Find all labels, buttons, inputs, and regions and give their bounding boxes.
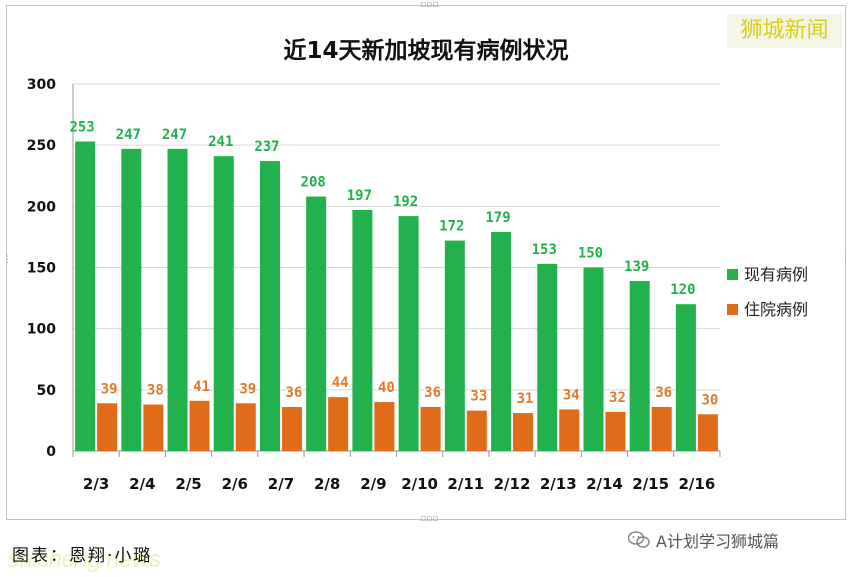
- x-tick-label: 2/10: [401, 475, 438, 493]
- data-label: 150: [578, 246, 603, 262]
- data-labels: 253 39 247 38 247 41 241 39 237 36 208 44 197 40 192 36…: [69, 119, 718, 408]
- data-label: 44: [332, 375, 349, 391]
- x-tick-label: 2/11: [447, 475, 484, 493]
- resize-handle-right[interactable]: ⋮: [841, 255, 850, 265]
- data-label: 32: [609, 390, 626, 406]
- data-label: 120: [670, 282, 695, 298]
- bar-current-cases: [75, 141, 96, 451]
- x-axis: 2/3 2/4 2/5 2/6 2/7 2/8 2/9 2/10 2/11 2/12 2/13 2/1…: [72, 450, 721, 493]
- data-label: 253: [69, 119, 94, 135]
- x-tick-label: 2/5: [175, 475, 201, 493]
- chart-title: 近14天新加坡现有病例状况: [283, 37, 568, 64]
- x-tick-label: 2/12: [494, 475, 531, 493]
- bar-hospitalized-cases: [651, 406, 672, 451]
- legend-swatch: [727, 269, 738, 280]
- data-label: 40: [378, 380, 395, 396]
- bar-hospitalized-cases: [235, 403, 256, 451]
- data-label: 208: [301, 175, 326, 191]
- resize-handle-top[interactable]: ▫▫▫: [420, 0, 439, 10]
- x-tick-label: 2/15: [632, 475, 669, 493]
- bar-current-cases: [537, 263, 558, 451]
- y-tick-label: 100: [27, 322, 56, 338]
- bar-current-cases: [121, 148, 142, 451]
- bar-hospitalized-cases: [420, 406, 441, 451]
- bar-current-cases: [259, 161, 280, 451]
- data-label: 192: [393, 194, 418, 210]
- bar-hospitalized-cases: [374, 402, 395, 451]
- data-label: 36: [286, 385, 303, 401]
- data-label: 237: [254, 139, 279, 155]
- x-tick-label: 2/13: [540, 475, 577, 493]
- resize-handle-bottom[interactable]: ▫▫▫: [420, 514, 439, 524]
- legend-swatch: [727, 304, 738, 315]
- wechat-icon: [627, 531, 650, 549]
- bar-current-cases: [352, 210, 373, 451]
- data-label: 34: [563, 387, 580, 403]
- y-axis: 0 50 100 150 200 250 300: [27, 77, 74, 460]
- x-tick-label: 2/14: [586, 475, 623, 493]
- bar-current-cases: [213, 156, 234, 451]
- bar-current-cases: [629, 280, 650, 451]
- site-watermark: shicheng.news: [8, 546, 161, 573]
- bar-current-cases: [167, 148, 188, 451]
- data-label: 172: [439, 219, 464, 235]
- x-tick-label: 2/16: [678, 475, 715, 493]
- data-label: 241: [208, 134, 233, 150]
- x-tick-label: 2/8: [314, 475, 340, 493]
- wechat-account-name: A计划学习狮城篇: [656, 532, 779, 551]
- x-tick-label: 2/3: [83, 475, 109, 493]
- data-label: 153: [532, 242, 557, 258]
- y-tick-label: 50: [37, 383, 57, 399]
- data-label: 197: [347, 188, 372, 204]
- bars: [75, 141, 718, 451]
- bar-hospitalized-cases: [513, 413, 534, 451]
- data-label: 39: [101, 381, 118, 397]
- bar-hospitalized-cases: [605, 411, 626, 451]
- bar-current-cases: [398, 216, 419, 451]
- bar-current-cases: [491, 232, 512, 451]
- bar-hospitalized-cases: [281, 406, 302, 451]
- brand-logo: 狮城新闻: [727, 14, 842, 48]
- bar-hospitalized-cases: [697, 414, 718, 451]
- resize-handle-left[interactable]: ⋮: [3, 255, 12, 265]
- bar-hospitalized-cases: [143, 404, 164, 451]
- bar-current-cases: [583, 267, 604, 451]
- x-tick-label: 2/6: [222, 475, 248, 493]
- bar-current-cases: [675, 304, 696, 451]
- bar-hospitalized-cases: [466, 410, 487, 451]
- legend-label: 住院病例: [744, 300, 808, 319]
- data-label: 39: [239, 381, 256, 397]
- bar-hospitalized-cases: [328, 397, 349, 451]
- data-label: 36: [655, 385, 672, 401]
- data-label: 36: [424, 385, 441, 401]
- data-label: 139: [624, 259, 649, 275]
- wechat-badge: A计划学习狮城篇: [627, 527, 779, 553]
- y-tick-label: 150: [27, 261, 56, 277]
- data-label: 247: [116, 127, 141, 143]
- data-label: 30: [701, 392, 718, 408]
- bar-current-cases: [444, 240, 465, 451]
- x-tick-label: 2/9: [360, 475, 386, 493]
- y-tick-label: 0: [46, 444, 56, 460]
- source-credit: 图表：恩翔·小璐: [12, 546, 153, 566]
- x-tick-label: 2/7: [268, 475, 294, 493]
- y-tick-label: 200: [27, 199, 56, 215]
- bar-hospitalized-cases: [189, 400, 210, 451]
- data-label: 179: [485, 210, 510, 226]
- y-tick-label: 250: [27, 138, 56, 154]
- bar-current-cases: [306, 196, 327, 451]
- data-label: 38: [147, 383, 164, 399]
- data-label: 33: [470, 389, 487, 405]
- data-label: 41: [193, 379, 210, 395]
- x-tick-label: 2/4: [129, 475, 155, 493]
- bar-hospitalized-cases: [559, 409, 580, 451]
- y-tick-label: 300: [27, 77, 56, 93]
- bar-hospitalized-cases: [97, 403, 118, 451]
- legend-label: 现有病例: [744, 265, 808, 284]
- data-label: 247: [162, 127, 187, 143]
- data-label: 31: [517, 391, 534, 407]
